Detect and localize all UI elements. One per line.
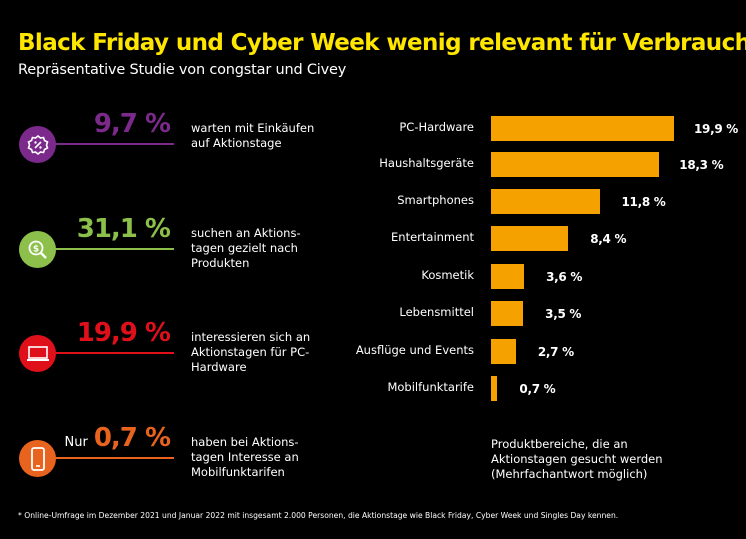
stat-number: 31,1 % — [76, 214, 171, 244]
stat-prefix: Nur — [64, 435, 88, 450]
bar — [491, 376, 498, 401]
stat-description: suchen an Aktions-tagen gezielt nach Pro… — [191, 226, 301, 270]
category-label: Smartphones — [397, 193, 474, 207]
category-label: PC-Hardware — [399, 120, 474, 134]
stat-value: 19,9 % — [76, 318, 171, 348]
value-label: 3,5 % — [545, 307, 582, 321]
value-label: 0,7 % — [519, 382, 556, 396]
stat-item: $ 31,1 % suchen an Aktions-tagen gezielt… — [0, 214, 330, 284]
bar — [491, 339, 516, 364]
dollar-search-icon: $ — [19, 231, 56, 268]
value-label: 19,9 % — [694, 122, 739, 136]
category-label: Entertainment — [391, 230, 474, 244]
percent-badge-icon — [19, 126, 56, 163]
footnote: * Online-Umfrage im Dezember 2021 und Ja… — [18, 511, 619, 520]
laptop-icon — [19, 335, 56, 372]
stat-number: 0,7 % — [93, 423, 171, 453]
category-label: Ausflüge und Events — [355, 343, 474, 357]
stat-number: 19,9 % — [76, 318, 171, 348]
bar — [491, 264, 525, 289]
bar — [491, 301, 524, 326]
category-label: Kosmetik — [421, 268, 474, 282]
smartphone-icon — [19, 440, 56, 477]
stat-number: 9,7 % — [93, 109, 171, 139]
stat-value: Nur 0,7 % — [64, 423, 171, 453]
stat-item: 19,9 % interessieren sich an Aktionstage… — [0, 318, 330, 388]
svg-text:$: $ — [32, 244, 38, 254]
category-label: Lebensmittel — [399, 305, 474, 319]
value-label: 18,3 % — [679, 158, 724, 172]
stat-description: interessieren sich an Aktionstagen für P… — [191, 330, 311, 374]
bar — [491, 226, 569, 251]
stat-item: 9,7 % warten mit Einkäufen auf Aktionsta… — [0, 109, 330, 179]
stat-description: haben bei Aktions-tagen Interesse an Mob… — [191, 435, 299, 479]
bar — [491, 152, 660, 177]
value-label: 3,6 % — [546, 270, 583, 284]
stat-item: Nur 0,7 % haben bei Aktions-tagen Interes… — [0, 423, 330, 493]
value-label: 11,8 % — [621, 195, 666, 209]
page-title: Black Friday und Cyber Week wenig releva… — [18, 30, 746, 56]
divider-line — [52, 248, 174, 250]
subtitle: Repräsentative Studie von congstar und C… — [18, 62, 347, 78]
category-label: Mobilfunktarife — [387, 380, 474, 394]
divider-line — [52, 457, 174, 459]
bar — [491, 116, 674, 141]
value-label: 8,4 % — [590, 232, 627, 246]
divider-line — [52, 143, 174, 145]
stat-description: warten mit Einkäufen auf Aktionstage — [191, 121, 315, 150]
value-label: 2,7 % — [537, 345, 574, 359]
divider-line — [52, 352, 174, 354]
stat-value: 9,7 % — [93, 109, 171, 139]
category-label: Haushaltsgeräte — [379, 156, 474, 170]
bar — [491, 189, 600, 214]
stat-value: 31,1 % — [76, 214, 171, 244]
chart-caption: Produktbereiche, die an Aktionstagen ges… — [491, 437, 663, 481]
